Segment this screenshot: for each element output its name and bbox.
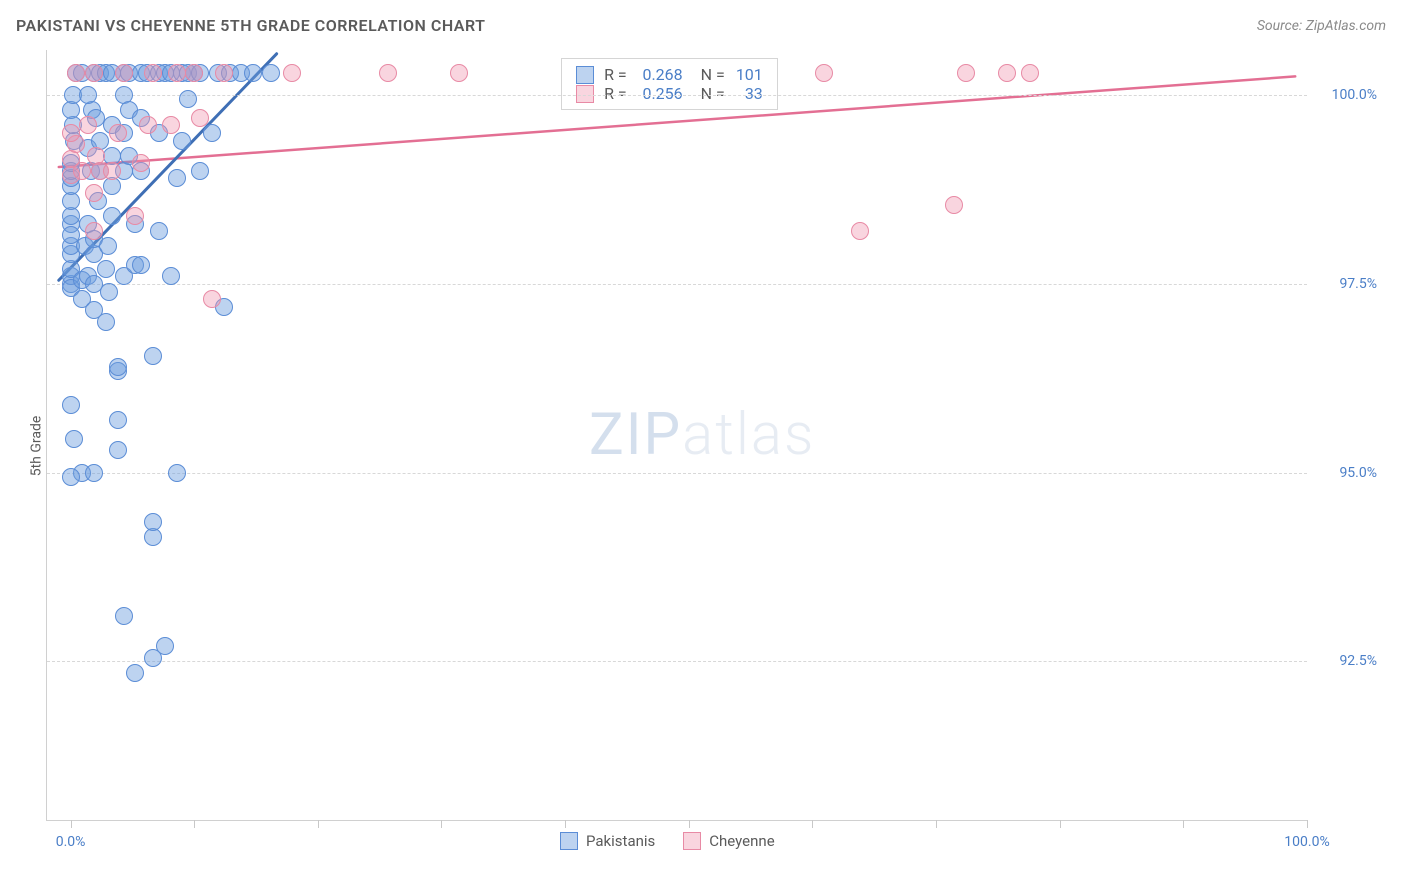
pakistanis-point [168,169,186,187]
y-axis-label: 5th Grade [28,416,44,477]
x-tick [936,820,937,828]
pakistanis-point [65,430,83,448]
pakistanis-point [100,283,118,301]
source-label: Source: ZipAtlas.com [1257,18,1386,34]
cheyenne-point [139,116,157,134]
y-tick-label: 92.5% [1339,653,1377,669]
gridline [47,95,1307,96]
cheyenne-point [957,64,975,82]
x-tick [565,820,566,828]
pakistanis-point [244,64,262,82]
legend-label: Cheyenne [709,832,774,850]
cheyenne-point [1021,64,1039,82]
pakistanis-point [109,441,127,459]
pakistanis-point [109,411,127,429]
legend-swatch [576,85,594,103]
pakistanis-point [62,468,80,486]
cheyenne-point [815,64,833,82]
y-tick-label: 100.0% [1332,87,1377,103]
x-tick [1183,820,1184,828]
cheyenne-point [185,64,203,82]
gridline [47,661,1307,662]
cheyenne-point [62,124,80,142]
cheyenne-point [79,116,97,134]
pakistanis-point [144,347,162,365]
x-tick [1060,820,1061,828]
pakistanis-point [168,464,186,482]
pakistanis-point [109,358,127,376]
pakistanis-point [99,237,117,255]
cheyenne-point [203,290,221,308]
pakistanis-point [144,513,162,531]
legend-swatch [576,66,594,84]
legend-entry: Cheyenne [683,832,774,850]
legend-label: Pakistanis [586,832,655,850]
cheyenne-point [85,222,103,240]
cheyenne-point [450,64,468,82]
pakistanis-point [115,607,133,625]
cheyenne-point [132,154,150,172]
cheyenne-point [115,64,133,82]
y-tick-label: 97.5% [1339,276,1377,292]
cheyenne-point [162,116,180,134]
pakistanis-point [132,256,150,274]
pakistanis-point [79,86,97,104]
pakistanis-point [179,90,197,108]
pakistanis-point [262,64,280,82]
pakistanis-point [97,313,115,331]
y-tick-label: 95.0% [1339,465,1377,481]
pakistanis-point [97,260,115,278]
cheyenne-point [109,124,127,142]
correlation-chart: PAKISTANI VS CHEYENNE 5TH GRADE CORRELAT… [0,0,1406,892]
legend-stat-row: R = 0.268N = 101 [576,65,763,84]
gridline [47,284,1307,285]
x-tick [318,820,319,828]
cheyenne-point [168,64,186,82]
pakistanis-point [126,664,144,682]
legend-stat-row: R = 0.256N = 33 [576,84,763,103]
cheyenne-point [85,184,103,202]
cheyenne-point [945,196,963,214]
legend-swatch [560,832,578,850]
cheyenne-point [215,64,233,82]
cheyenne-point [379,64,397,82]
gridline [47,473,1307,474]
trend-lines [47,50,1307,820]
cheyenne-point [103,162,121,180]
legend-bottom: Pakistanis Cheyenne [560,832,775,850]
x-tick [194,820,195,828]
legend-entry: Pakistanis [560,832,655,850]
cheyenne-point [67,64,85,82]
chart-title: PAKISTANI VS CHEYENNE 5TH GRADE CORRELAT… [16,16,485,35]
cheyenne-point [85,64,103,82]
pakistanis-point [156,637,174,655]
plot-area: ZIPatlas R = 0.268N = 101R = 0.256N = 33… [46,50,1307,821]
legend-stats-box: R = 0.268N = 101R = 0.256N = 33 [561,58,778,110]
pakistanis-point [203,124,221,142]
x-tick [441,820,442,828]
pakistanis-point [173,132,191,150]
legend-swatch [683,832,701,850]
cheyenne-point [126,207,144,225]
pakistanis-point [85,464,103,482]
cheyenne-point [191,109,209,127]
x-tick-label: 100.0% [1284,834,1329,850]
cheyenne-point [73,162,91,180]
cheyenne-point [283,64,301,82]
pakistanis-point [150,222,168,240]
pakistanis-point [191,162,209,180]
cheyenne-point [998,64,1016,82]
x-tick-label: 0.0% [56,834,86,850]
x-tick [1307,820,1308,828]
pakistanis-point [103,207,121,225]
cheyenne-point [851,222,869,240]
pakistanis-point [162,267,180,285]
x-tick [689,820,690,828]
x-tick [71,820,72,828]
cheyenne-point [144,64,162,82]
x-tick [812,820,813,828]
pakistanis-point [62,396,80,414]
